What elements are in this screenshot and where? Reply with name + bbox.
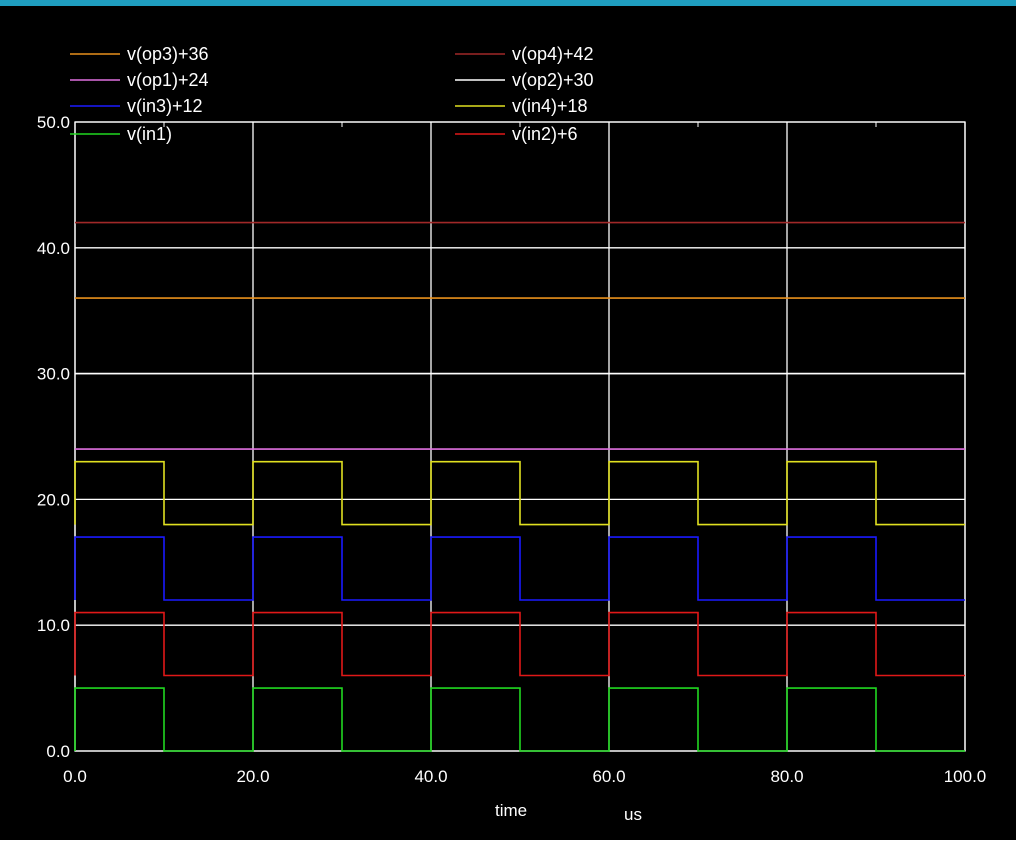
legend: v(op3)+36 v(op4)+42 v(op1)+24 v(op2)+30 v(in… bbox=[70, 44, 594, 144]
legend-label: v(op4)+42 bbox=[512, 44, 594, 64]
series-line bbox=[74, 460, 965, 526]
x-axis-unit: us bbox=[624, 805, 642, 824]
legend-label: v(op3)+36 bbox=[127, 44, 209, 64]
series-lines bbox=[74, 221, 965, 752]
y-tick-label: 40.0 bbox=[37, 239, 70, 258]
legend-label: v(in2)+6 bbox=[512, 124, 578, 144]
x-tick-label: 100.0 bbox=[944, 767, 987, 786]
x-tick-label: 40.0 bbox=[414, 767, 447, 786]
plot-area: 0.0 20.0 40.0 60.0 80.0 100.0 0.0 10.0 20.0 30.0 4… bbox=[37, 44, 986, 824]
series-line bbox=[74, 536, 965, 601]
y-tick-label: 10.0 bbox=[37, 616, 70, 635]
legend-label: v(op1)+24 bbox=[127, 70, 209, 90]
x-tick-label: 60.0 bbox=[592, 767, 625, 786]
x-tick-label: 0.0 bbox=[63, 767, 87, 786]
x-tick-label: 20.0 bbox=[236, 767, 269, 786]
y-tick-label: 20.0 bbox=[37, 490, 70, 509]
legend-label: v(in1) bbox=[127, 124, 172, 144]
series-line bbox=[74, 611, 965, 677]
legend-label: v(in3)+12 bbox=[127, 96, 203, 116]
series-line bbox=[74, 687, 965, 752]
x-axis-label: time bbox=[495, 801, 527, 820]
y-tick-label: 50.0 bbox=[37, 113, 70, 132]
legend-label: v(in4)+18 bbox=[512, 96, 588, 116]
y-tick-label: 30.0 bbox=[37, 365, 70, 384]
y-tick-label: 0.0 bbox=[46, 742, 70, 761]
tick-labels: 0.0 20.0 40.0 60.0 80.0 100.0 0.0 10.0 20.0 30.0 4… bbox=[37, 113, 986, 786]
legend-label: v(op2)+30 bbox=[512, 70, 594, 90]
x-tick-label: 80.0 bbox=[770, 767, 803, 786]
